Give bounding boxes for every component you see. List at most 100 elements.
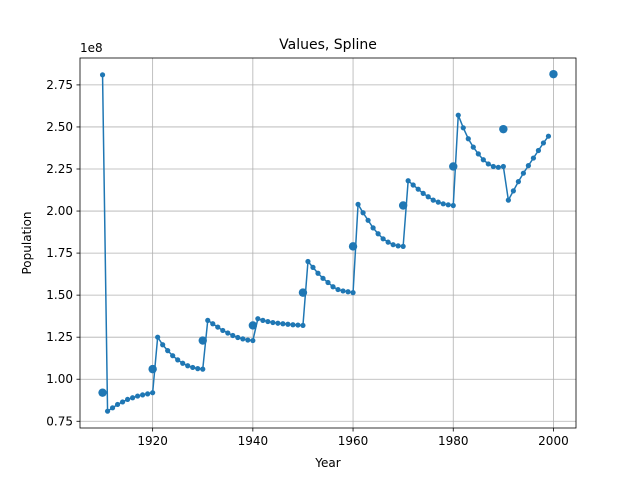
spline-point bbox=[225, 330, 231, 336]
y-tick-label: 2.50 bbox=[46, 120, 73, 134]
x-tick-label: 1980 bbox=[438, 434, 469, 448]
spline-point bbox=[295, 322, 301, 328]
plot-layer bbox=[98, 69, 558, 414]
observation-point bbox=[398, 201, 408, 210]
y-axis-label: Population bbox=[20, 211, 34, 274]
spline-point bbox=[275, 320, 281, 326]
spline-point bbox=[245, 337, 251, 343]
spline-point bbox=[250, 337, 256, 344]
spline-point bbox=[320, 275, 326, 281]
spline-point bbox=[190, 364, 196, 371]
spline-point bbox=[335, 286, 341, 293]
spline-point bbox=[185, 363, 191, 369]
observation-point bbox=[499, 124, 508, 134]
spline-point bbox=[150, 390, 156, 396]
spline-point bbox=[505, 197, 511, 203]
observation-point bbox=[549, 69, 558, 79]
spline-point bbox=[330, 284, 336, 290]
spline-point bbox=[525, 163, 532, 169]
x-axis-label: Year bbox=[314, 456, 340, 470]
spline-point bbox=[230, 332, 236, 339]
observation-point bbox=[348, 242, 358, 251]
x-tick-label: 1960 bbox=[338, 434, 369, 448]
spline-point bbox=[135, 393, 141, 399]
spline-point bbox=[99, 72, 106, 78]
spline-point bbox=[205, 317, 211, 323]
y-axis-offset-text: 1e8 bbox=[80, 41, 103, 55]
spline-point bbox=[270, 319, 276, 326]
spline-point bbox=[400, 243, 406, 249]
spline-point bbox=[175, 357, 181, 363]
spline-point bbox=[104, 408, 111, 414]
spline-point bbox=[420, 190, 426, 196]
spline-point bbox=[255, 316, 261, 322]
spline-point bbox=[340, 288, 346, 294]
spline-point bbox=[170, 353, 176, 359]
spline-point bbox=[440, 201, 446, 207]
spline-point bbox=[130, 395, 136, 401]
spline-point bbox=[460, 125, 466, 131]
spline-point bbox=[545, 133, 552, 139]
spline-point bbox=[475, 151, 481, 157]
spline-point bbox=[520, 170, 526, 176]
tick-layer: 1920 1940 1960 1980 2000 0.75 1.00 1.25 1.50 1.75… bbox=[46, 78, 568, 448]
spline-point bbox=[485, 161, 491, 167]
observation-point bbox=[148, 364, 157, 374]
spline-point bbox=[410, 182, 416, 188]
spline-point bbox=[260, 317, 266, 323]
spline-point bbox=[124, 396, 131, 403]
spline-point bbox=[285, 321, 291, 327]
spline-point bbox=[385, 239, 391, 245]
spline-point bbox=[365, 217, 371, 223]
observation-point bbox=[198, 336, 207, 345]
spline-point bbox=[465, 136, 471, 142]
spline-point bbox=[515, 179, 521, 185]
spline-point bbox=[480, 157, 486, 163]
spline-point bbox=[470, 144, 476, 150]
spline-point bbox=[235, 334, 241, 341]
observation-point bbox=[449, 162, 458, 171]
spline-point bbox=[220, 327, 226, 334]
spline-point bbox=[415, 186, 421, 192]
spline-point bbox=[435, 199, 441, 205]
spline-point bbox=[395, 243, 401, 249]
axes-frame bbox=[79, 57, 577, 429]
spline-point bbox=[495, 164, 501, 170]
spline-point bbox=[310, 264, 316, 270]
spline-point bbox=[430, 197, 436, 203]
y-tick-label: 1.75 bbox=[46, 246, 73, 260]
spline-point bbox=[160, 342, 166, 348]
spline-point bbox=[375, 231, 381, 237]
y-tick-label: 2.00 bbox=[46, 204, 73, 218]
observation-point bbox=[248, 321, 258, 330]
spline-point bbox=[300, 322, 306, 329]
spline-point bbox=[325, 279, 331, 286]
spline-point bbox=[305, 258, 311, 265]
spline-point bbox=[200, 366, 206, 372]
spline-point bbox=[195, 366, 201, 372]
spline-point bbox=[500, 163, 506, 170]
spline-point bbox=[450, 202, 456, 209]
x-tick-label: 1920 bbox=[137, 434, 168, 448]
spline-point bbox=[445, 202, 451, 208]
spline-point bbox=[109, 405, 116, 411]
spline-point bbox=[490, 163, 496, 170]
spline-point bbox=[210, 321, 216, 327]
spline-point bbox=[540, 140, 547, 146]
spline-point bbox=[215, 324, 221, 330]
spline-point bbox=[265, 318, 271, 325]
y-tick-label: 1.50 bbox=[46, 288, 73, 302]
spline-point bbox=[355, 201, 361, 207]
spline-point bbox=[145, 391, 151, 397]
spline-point bbox=[114, 401, 121, 408]
y-tick-label: 2.75 bbox=[46, 78, 73, 92]
spline-point bbox=[370, 225, 376, 231]
y-tick-label: 0.75 bbox=[46, 414, 73, 428]
y-tick-label: 1.00 bbox=[46, 372, 73, 386]
spline-point bbox=[345, 289, 351, 295]
y-tick-label: 2.25 bbox=[46, 162, 73, 176]
spline-point bbox=[140, 392, 146, 398]
spline-point bbox=[510, 188, 516, 194]
